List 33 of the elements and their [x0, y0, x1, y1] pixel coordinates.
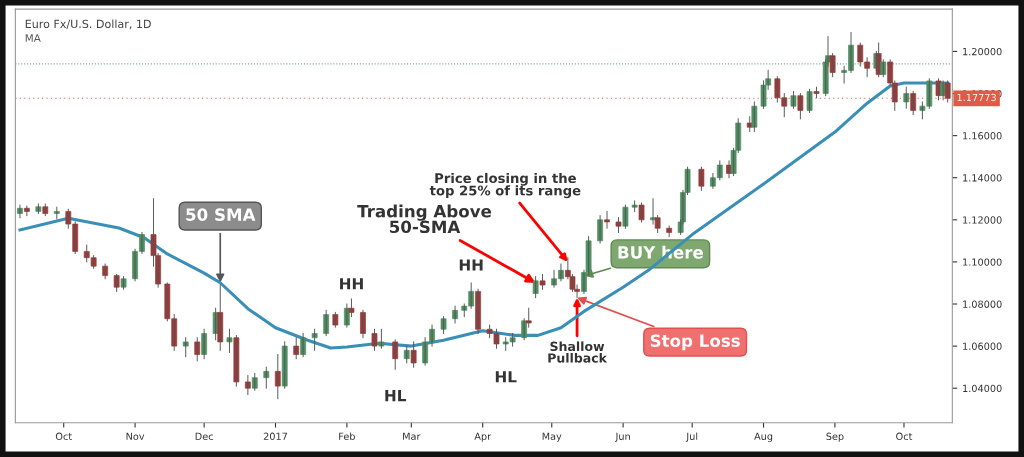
y-tick-label: 1.14000	[963, 174, 1002, 182]
annotation: Price closing in the top 25% of its range	[429, 172, 581, 199]
x-tick-label: 2017	[263, 432, 288, 440]
annotation: Shallow Pullback	[548, 341, 608, 363]
x-tick-label: Dec	[195, 432, 213, 440]
x-tick-label: Jul	[685, 432, 698, 442]
x-tick-label: Aug	[754, 432, 773, 442]
x-tick-label: Sep	[826, 432, 844, 442]
x-tick-label: May	[542, 432, 562, 442]
y-tick-label: 1.06000	[963, 342, 1002, 350]
x-tick-label: Oct	[55, 432, 72, 440]
annotation: BUY here	[618, 245, 703, 259]
text: Euro Fx/U.S. Dollar, 1D	[25, 19, 151, 30]
x-tick-label: Jun	[615, 432, 630, 442]
y-tick-label: 1.04000	[963, 384, 1002, 393]
x-tick-label: Feb	[339, 432, 355, 440]
x-tick-label: Mar	[403, 432, 421, 440]
annotation: HH	[340, 278, 363, 290]
y-tick-label: 1.08000	[963, 300, 1002, 308]
annotation: HL	[495, 371, 517, 383]
annotation: Trading Above 50-SMA	[357, 204, 492, 234]
annotation: HL	[385, 390, 407, 402]
x-tick-label: Nov	[126, 432, 145, 440]
annotation: Stop Loss	[650, 334, 740, 351]
x-tick-label: Oct	[896, 432, 913, 440]
y-tick-label: 1.12000	[963, 216, 1002, 224]
annotation: 50 SMA	[186, 208, 256, 221]
y-tick-label: 1.16000	[963, 132, 1002, 140]
annotation: HH	[459, 259, 483, 271]
y-tick-label: 1.20000	[963, 47, 1002, 56]
text: MA	[25, 34, 41, 42]
x-tick-label: Apr	[474, 432, 492, 442]
y-tick-label: 1.10000	[963, 258, 1002, 266]
